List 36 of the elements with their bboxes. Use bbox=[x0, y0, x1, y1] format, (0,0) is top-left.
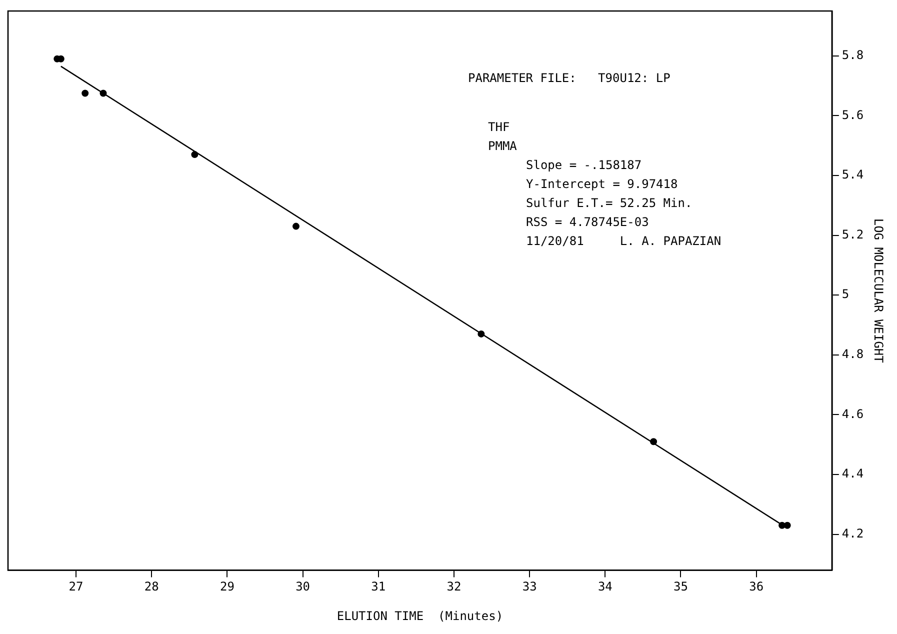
annotation: PMMA bbox=[488, 139, 518, 154]
x-tick-label: 28 bbox=[144, 580, 159, 594]
y-tick-label: 5.2 bbox=[842, 227, 864, 242]
x-tick-label: 30 bbox=[296, 580, 310, 594]
annotation: Sulfur E.T.= 52.25 Min. bbox=[526, 196, 692, 210]
point bbox=[100, 90, 107, 97]
annotation: PARAMETER FILE: T90U12: LP bbox=[468, 71, 670, 86]
x-tick-label: 31 bbox=[371, 580, 386, 594]
y-axis-title: LOG MOLECULAR WEIGHT bbox=[872, 218, 886, 363]
point bbox=[784, 522, 791, 529]
y-tick-label: 5 bbox=[842, 287, 850, 302]
annotation: RSS = 4.78745E-03 bbox=[526, 215, 649, 230]
point bbox=[82, 90, 89, 97]
y-tick-label: 4.4 bbox=[842, 466, 864, 481]
x-tick-label: 27 bbox=[68, 580, 84, 594]
y-tick-label: 5.4 bbox=[842, 168, 864, 182]
x-tick-label: 35 bbox=[674, 580, 688, 594]
y-tick-label: 4.8 bbox=[842, 347, 864, 362]
x-tick-label: 32 bbox=[446, 580, 462, 594]
point bbox=[292, 222, 300, 230]
annotation: 11/20/81 L. A. PAPAZIAN bbox=[526, 234, 722, 248]
point bbox=[650, 438, 658, 446]
y-tick-label: 5.6 bbox=[842, 108, 864, 122]
annotation: THF bbox=[488, 120, 510, 134]
x-tick-label: 36 bbox=[749, 580, 764, 594]
annotation: Y-Intercept = 9.97418 bbox=[526, 177, 678, 192]
x-tick-label: 29 bbox=[220, 580, 234, 594]
point bbox=[191, 151, 198, 158]
x-axis-title: ELUTION TIME (Minutes) bbox=[336, 608, 504, 623]
annotation: Slope = -.158187 bbox=[526, 158, 642, 172]
y-tick-label: 4.2 bbox=[842, 526, 864, 540]
x-tick-label: 34 bbox=[598, 580, 612, 594]
x-tick-label: 33 bbox=[522, 580, 537, 594]
point bbox=[478, 330, 485, 338]
y-tick-label: 5.8 bbox=[842, 48, 864, 62]
y-tick-label: 4.6 bbox=[842, 406, 864, 421]
